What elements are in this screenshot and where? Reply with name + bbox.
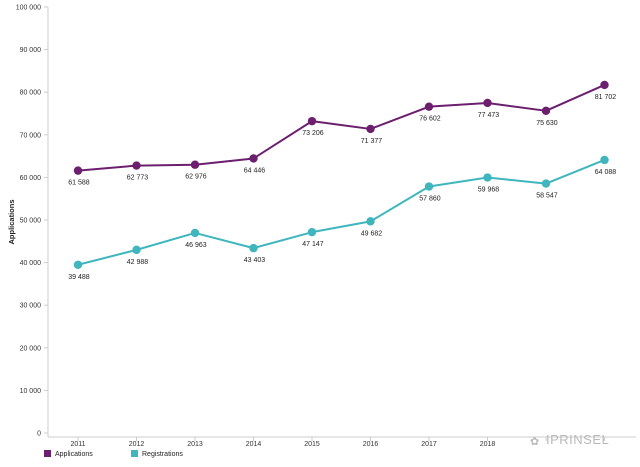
y-tick-label: 80 000 <box>20 90 42 97</box>
series-layer: 61 588 62 773 62 976 64 446 73 206 71 377 76 6… <box>68 80 617 281</box>
data-point <box>249 154 258 163</box>
wechat-logo-icon: ✿ <box>530 436 540 448</box>
legend-swatch <box>131 450 138 457</box>
data-point <box>132 245 141 255</box>
data-label: 39 488 <box>68 274 90 281</box>
data-label: 75 630 <box>536 120 558 127</box>
data-label: 59 968 <box>478 187 500 194</box>
data-label: 81 702 <box>595 94 617 101</box>
watermark: ✿ IPRINSEL <box>530 432 610 448</box>
legend-label: Applications <box>55 451 93 458</box>
data-label: 76 602 <box>419 116 441 123</box>
x-tick-label: 2011 <box>70 441 85 448</box>
data-label: 71 377 <box>361 138 383 145</box>
y-tick-label: 40 000 <box>20 260 42 267</box>
data-label: 77 473 <box>478 112 500 119</box>
data-point <box>249 243 258 253</box>
y-tick-label: 10 000 <box>20 388 42 395</box>
data-point <box>424 182 434 191</box>
data-label: 47 147 <box>302 241 324 248</box>
legend-label: Registrations <box>142 451 183 458</box>
x-tick-label: 2012 <box>129 441 145 448</box>
data-point <box>190 160 200 169</box>
data-point <box>366 217 375 226</box>
data-point <box>483 98 492 108</box>
data-label: 57 860 <box>419 196 441 203</box>
data-label: 64 446 <box>244 167 266 174</box>
data-point <box>424 102 434 111</box>
data-point <box>132 161 141 170</box>
data-point <box>541 106 551 116</box>
series-applications: 61 588 62 773 62 976 64 446 73 206 71 377 76 6… <box>68 80 617 187</box>
data-point <box>73 260 83 269</box>
data-label: 73 206 <box>302 130 324 137</box>
data-point <box>483 173 492 182</box>
data-label: 64 088 <box>595 169 617 176</box>
y-tick-label: 70 000 <box>20 132 42 139</box>
data-label: 62 773 <box>127 175 149 182</box>
legend-item: Registrations <box>131 450 183 458</box>
y-tick-label: 20 000 <box>20 345 42 352</box>
watermark-text: IPRINSEL <box>546 432 610 447</box>
data-point <box>541 179 551 188</box>
y-tick-label: 0 <box>37 431 41 438</box>
y-axis-title: Applications <box>7 199 16 244</box>
y-tick-label: 90 000 <box>20 47 42 54</box>
series-line <box>77 159 605 266</box>
legend: Applications Registrations <box>44 450 183 458</box>
series-line <box>77 84 605 172</box>
data-label: 61 588 <box>68 180 90 187</box>
data-point <box>190 228 200 238</box>
data-label: 58 547 <box>536 193 558 200</box>
y-tick-label: 60 000 <box>20 175 42 182</box>
series-registrations: 39 488 42 988 46 963 43 403 47 147 49 682 57 8… <box>68 155 617 281</box>
data-label: 62 976 <box>185 174 207 181</box>
data-label: 49 682 <box>361 230 383 237</box>
data-point <box>73 166 83 175</box>
y-tick-label: 30 000 <box>20 303 42 310</box>
data-point <box>307 116 317 126</box>
y-axis-ticks: 0 10 000 20 000 30 000 40 000 50 000 60 000 70 … <box>16 5 48 438</box>
x-tick-label: 2017 <box>421 441 437 448</box>
x-tick-label: 2016 <box>363 441 379 448</box>
legend-item: Applications <box>44 450 93 458</box>
data-label: 46 963 <box>185 242 207 249</box>
y-tick-label: 50 000 <box>20 218 42 225</box>
legend-swatch <box>44 450 51 457</box>
x-tick-label: 2018 <box>480 441 496 448</box>
data-point <box>366 124 375 134</box>
data-point <box>600 80 609 90</box>
x-tick-label: 2014 <box>246 441 262 448</box>
x-tick-label: 2013 <box>187 441 203 448</box>
y-tick-label: 100 000 <box>16 5 41 12</box>
x-axis-ticks: 2011 2012 2013 2014 2015 2016 2017 2018 <box>70 437 605 448</box>
data-point <box>307 227 317 237</box>
data-label: 43 403 <box>244 257 266 264</box>
x-tick-label: 2015 <box>304 441 320 448</box>
data-point <box>600 155 609 165</box>
data-label: 42 988 <box>127 259 149 266</box>
